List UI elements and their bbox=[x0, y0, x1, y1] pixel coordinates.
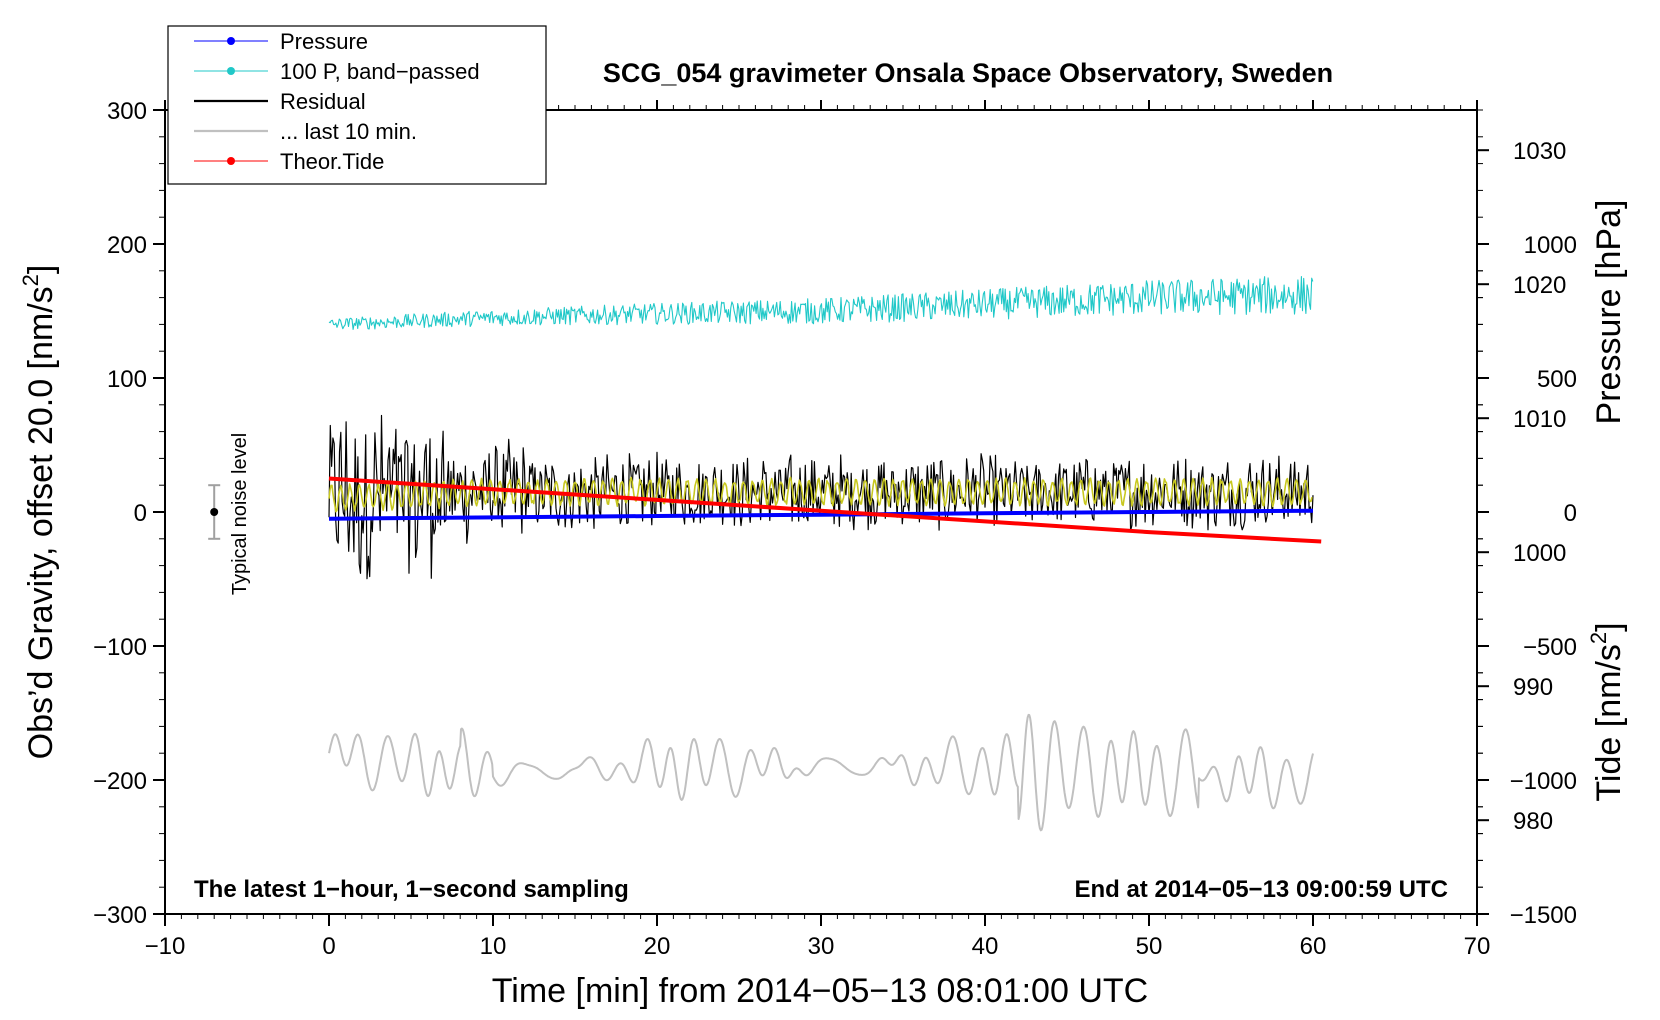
x-tick-label-0: −10 bbox=[145, 933, 186, 960]
tide-tick-label-2: 0 bbox=[1564, 500, 1577, 527]
legend-label-0: Pressure bbox=[280, 29, 368, 54]
y-tick-label-4: −100 bbox=[93, 634, 147, 661]
legend-marker-0 bbox=[227, 37, 235, 45]
pressure-tick-label-4: 990 bbox=[1513, 674, 1553, 701]
x-tick-label-5: 40 bbox=[972, 933, 999, 960]
series-layer bbox=[328, 276, 1322, 832]
legend-label-1: 100 P, band−passed bbox=[280, 59, 480, 84]
x-tick-label-3: 20 bbox=[644, 933, 671, 960]
x-tick-label-6: 50 bbox=[1136, 933, 1163, 960]
legend-marker-4 bbox=[227, 157, 235, 165]
annotation-left: The latest 1−hour, 1−second sampling bbox=[194, 876, 629, 903]
tide-tick-label-5: −1500 bbox=[1510, 902, 1577, 929]
x-tick-label-7: 60 bbox=[1300, 933, 1327, 960]
chart-title: SCG_054 gravimeter Onsala Space Observat… bbox=[603, 58, 1333, 88]
series-pressure bbox=[328, 508, 1314, 521]
y-label-tide-main: Tide [nm/s bbox=[1590, 644, 1628, 801]
y-tick-label-3: 0 bbox=[134, 500, 147, 527]
x-tick-label-4: 30 bbox=[808, 933, 835, 960]
legend-label-4: Theor.Tide bbox=[280, 149, 384, 174]
x-tick-label-1: 0 bbox=[322, 933, 335, 960]
x-tick-label-2: 10 bbox=[480, 933, 507, 960]
legend-label-2: Residual bbox=[280, 89, 366, 114]
y-label-tide-end: ] bbox=[1590, 622, 1628, 631]
x-tick-label-8: 70 bbox=[1464, 933, 1491, 960]
noise-indicator: Typical noise level bbox=[208, 433, 251, 595]
series-theor-tide bbox=[328, 476, 1322, 544]
tide-tick-label-3: −500 bbox=[1523, 634, 1577, 661]
y-axis-label-tide: Tide [nm/s2] bbox=[1586, 622, 1628, 801]
legend-label-3: ... last 10 min. bbox=[280, 119, 417, 144]
y-label-left-main: Obs’d Gravity, offset 20.0 [nm/s bbox=[22, 286, 60, 759]
legend-marker-1 bbox=[227, 67, 235, 75]
y-label-tide-sup: 2 bbox=[1586, 632, 1611, 644]
y-axis-label-left: Obs’d Gravity, offset 20.0 [nm/s2] bbox=[18, 265, 60, 760]
annotation-right: End at 2014−05−13 09:00:59 UTC bbox=[1074, 876, 1448, 903]
series-residual-filtered bbox=[328, 476, 1313, 513]
tide-tick-label-4: −1000 bbox=[1510, 768, 1577, 795]
noise-label: Typical noise level bbox=[229, 433, 251, 595]
tick-layer: −10 0 10 20 30 40 50 60 703002001000−100−200−300… bbox=[93, 98, 1577, 960]
tide-tick-label-0: 1000 bbox=[1524, 232, 1577, 259]
y-label-left-end: ] bbox=[22, 265, 60, 274]
y-tick-label-6: −300 bbox=[93, 902, 147, 929]
series-last-10-min bbox=[328, 713, 1314, 832]
y-label-left-sup: 2 bbox=[18, 274, 43, 286]
pressure-tick-label-3: 1000 bbox=[1513, 540, 1566, 567]
pressure-tick-label-0: 1030 bbox=[1513, 138, 1566, 165]
series-100p-band-passed bbox=[328, 276, 1314, 330]
y-axis-label-pressure: Pressure [hPa] bbox=[1590, 200, 1628, 425]
pressure-tick-label-2: 1010 bbox=[1513, 406, 1566, 433]
y-tick-label-1: 200 bbox=[107, 232, 147, 259]
legend: Pressure 100 P, band−passed Residual ... la… bbox=[167, 25, 547, 185]
x-axis-label: Time [min] from 2014−05−13 08:01:00 UTC bbox=[492, 972, 1148, 1010]
y-tick-label-5: −200 bbox=[93, 768, 147, 795]
tide-tick-label-1: 500 bbox=[1537, 366, 1577, 393]
pressure-tick-label-1: 1020 bbox=[1513, 272, 1566, 299]
y-tick-label-2: 100 bbox=[107, 366, 147, 393]
noise-bar-point bbox=[210, 508, 219, 516]
y-tick-label-0: 300 bbox=[107, 98, 147, 125]
pressure-tick-label-5: 980 bbox=[1513, 808, 1553, 835]
